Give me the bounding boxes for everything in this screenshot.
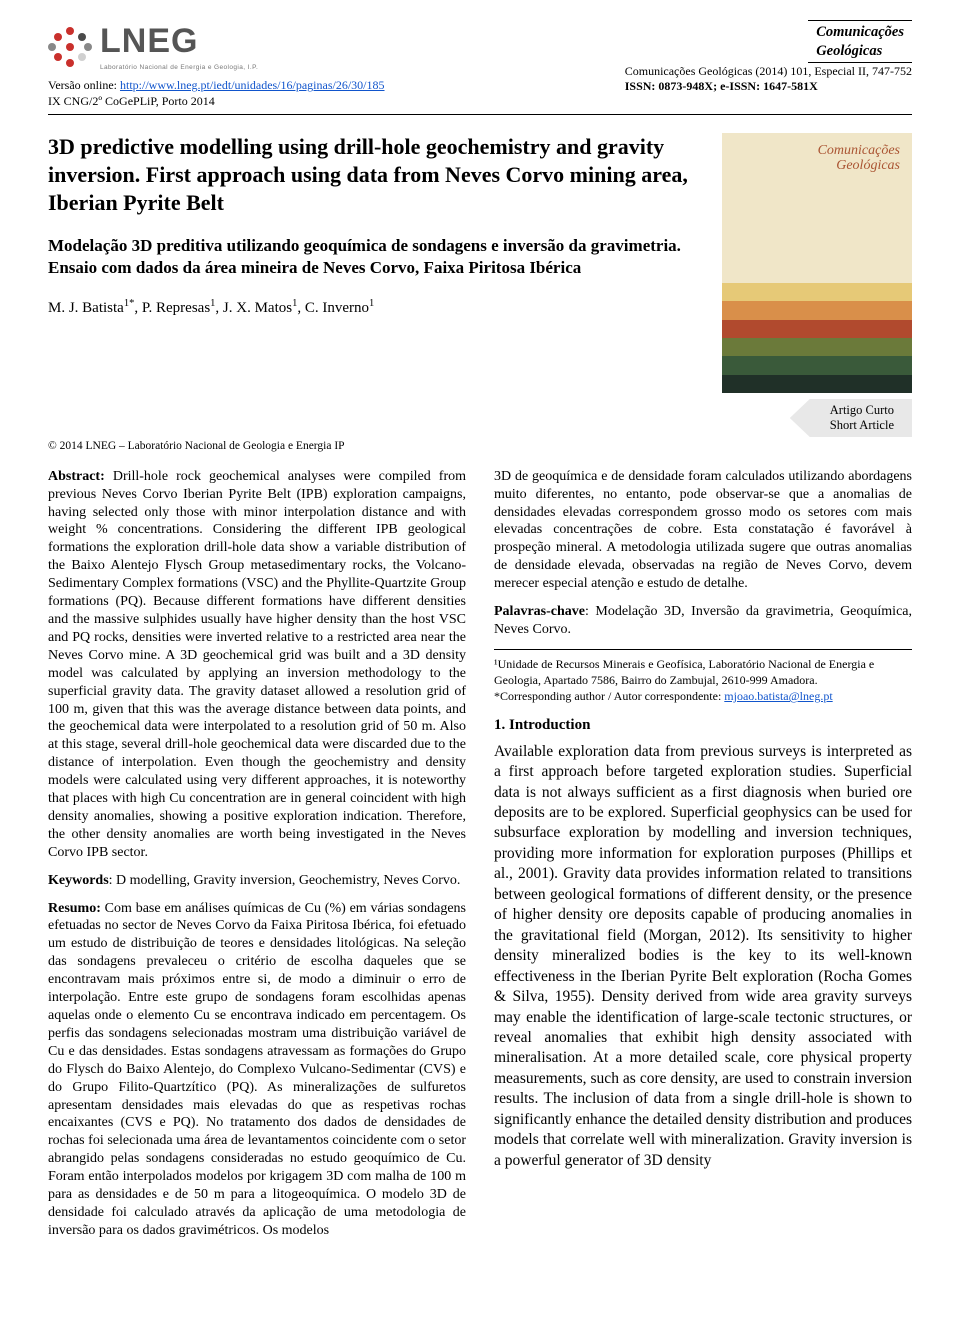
section-1-heading: 1. Introduction [494, 716, 912, 735]
conference-line: IX CNG/2º CoGePLiP, Porto 2014 [48, 94, 215, 108]
header-right: Comunicações Geológicas (2014) 101, Espe… [625, 64, 912, 95]
corresponding-email-link[interactable]: mjoao.batista@lneg.pt [724, 689, 832, 703]
version-label: Versão online: [48, 78, 120, 92]
keywords-text: : D modelling, Gravity inversion, Geoche… [109, 873, 461, 888]
header-rule [48, 114, 912, 115]
citation-line: Comunicações Geológicas (2014) 101, Espe… [625, 64, 912, 79]
logo-dot [78, 53, 86, 61]
journal-logo: LNEG Laboratório Nacional de Energia e G… [48, 20, 258, 72]
stratum [722, 320, 912, 338]
resumo-para: Resumo: Com base em análises químicas de… [48, 900, 466, 1240]
abstract-label: Abstract: [48, 469, 105, 484]
stratum [722, 356, 912, 374]
article-type-pt: Artigo Curto [830, 403, 894, 418]
logo-mark [48, 23, 94, 69]
introduction-text: Available exploration data from previous… [494, 742, 912, 1172]
stratum [722, 301, 912, 319]
article-title-en: 3D predictive modelling using drill-hole… [48, 133, 698, 217]
cover-strata [722, 283, 912, 393]
journal-cover-thumb: Comunicações Geológicas [722, 133, 912, 393]
copyright-line: © 2014 LNEG – Laboratório Nacional de Ge… [48, 439, 912, 454]
article-type-en: Short Article [830, 418, 894, 433]
logo-dot [84, 43, 92, 51]
logo-dot [66, 43, 74, 51]
article-title-pt: Modelação 3D preditiva utilizando geoquí… [48, 235, 698, 279]
title-block: 3D predictive modelling using drill-hole… [48, 133, 912, 393]
stratum [722, 338, 912, 356]
logo-text: LNEG [100, 20, 258, 64]
logo-dot [54, 53, 62, 61]
online-version-link[interactable]: http://www.lneg.pt/iedt/unidades/16/pagi… [120, 78, 385, 92]
article-type-tag: Artigo Curto Short Article [790, 399, 912, 437]
corresponding-label: *Corresponding author / Autor correspond… [494, 689, 724, 703]
logo-dot [54, 33, 62, 41]
keywords-para: Keywords: D modelling, Gravity inversion… [48, 872, 466, 890]
logo-subtitle: Laboratório Nacional de Energia e Geolog… [100, 64, 258, 72]
left-column: Abstract: Drill-hole rock geochemical an… [48, 468, 466, 1240]
resumo-text: Com base em análises químicas de Cu (%) … [48, 901, 466, 1238]
logo-dot [66, 59, 74, 67]
article-type-row: Artigo Curto Short Article [48, 399, 912, 435]
affiliation-1: ¹Unidade de Recursos Minerais e Geofísic… [494, 656, 912, 688]
cover-text-1: Comunicações [818, 143, 900, 158]
resumo-continued: 3D de geoquímica e de densidade foram ca… [494, 468, 912, 593]
logo-dot [78, 33, 86, 41]
page-header: LNEG Laboratório Nacional de Energia e G… [48, 20, 912, 108]
corresponding-author: *Corresponding author / Autor correspond… [494, 688, 912, 704]
journal-name-line2: Geológicas [816, 42, 904, 61]
logo-dot [48, 43, 56, 51]
palavras-label: Palavras-chave [494, 604, 585, 619]
resumo-label: Resumo: [48, 901, 101, 916]
abstract-text: Drill-hole rock geochemical analyses wer… [48, 469, 466, 860]
body-columns: Abstract: Drill-hole rock geochemical an… [48, 468, 912, 1240]
journal-name-line1: Comunicações [816, 23, 904, 42]
cover-text-2: Geológicas [836, 158, 900, 173]
abstract-para: Abstract: Drill-hole rock geochemical an… [48, 468, 466, 862]
logo-dot [66, 27, 74, 35]
stratum [722, 375, 912, 393]
palavras-chave-para: Palavras-chave: Modelação 3D, Inversão d… [494, 603, 912, 639]
right-column: 3D de geoquímica e de densidade foram ca… [494, 468, 912, 1240]
authors-line: M. J. Batista1*, P. Represas1, J. X. Mat… [48, 297, 698, 318]
journal-name-box: Comunicações Geológicas [808, 20, 912, 63]
keywords-label: Keywords [48, 873, 109, 888]
stratum [722, 283, 912, 301]
issn-line: ISSN: 0873-948X; e-ISSN: 1647-581X [625, 79, 912, 94]
affiliation-box: ¹Unidade de Recursos Minerais e Geofísic… [494, 649, 912, 705]
